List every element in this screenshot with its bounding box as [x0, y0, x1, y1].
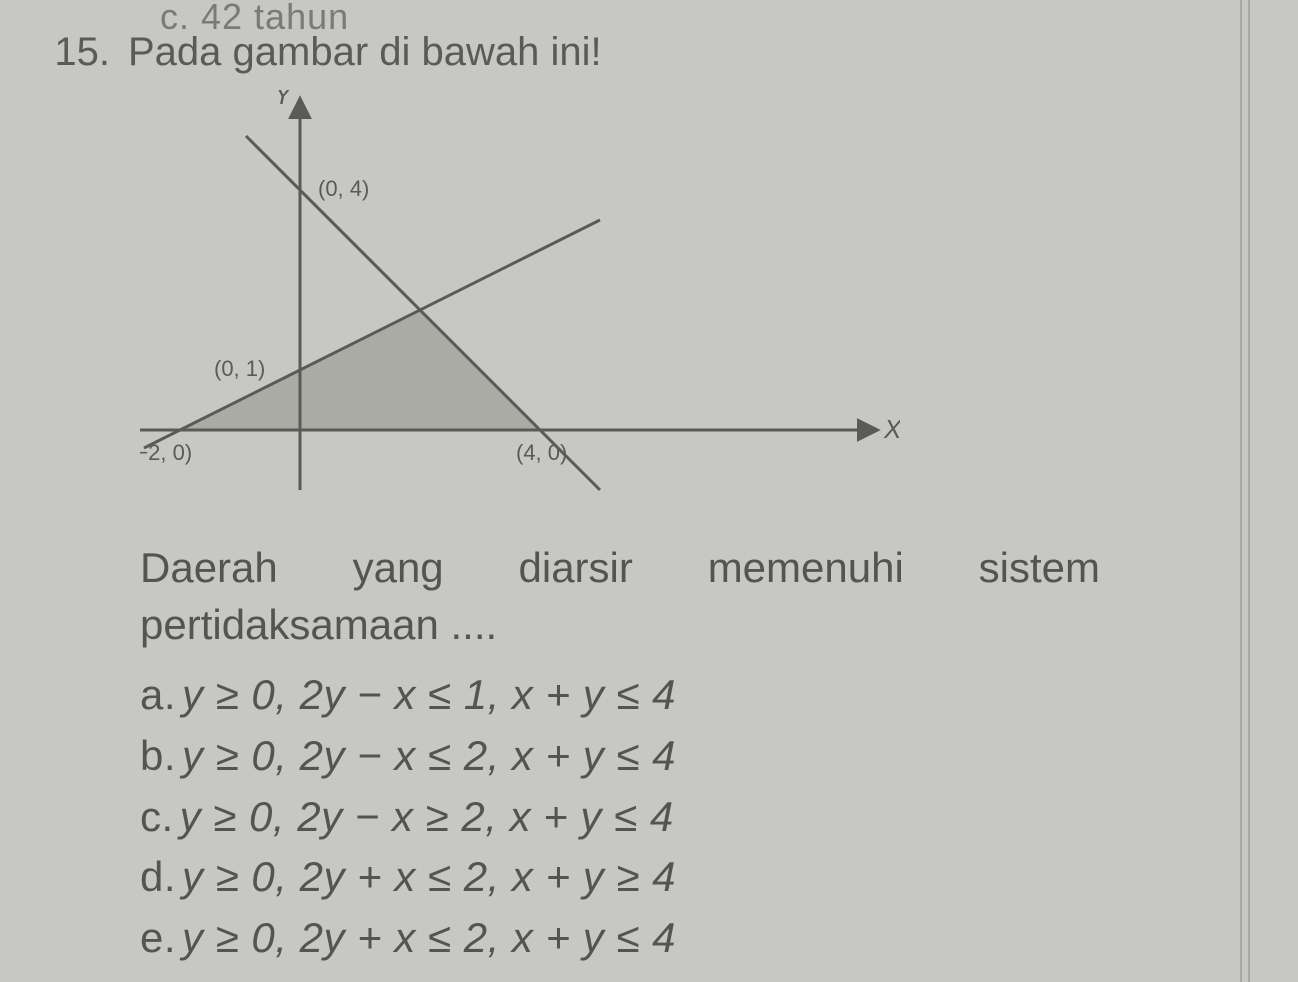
option-expression: y ≥ 0, 2y − x ≥ 2, x + y ≤ 4	[180, 793, 674, 840]
post-line-word: Daerah	[140, 540, 278, 597]
point-label: (0, 4)	[318, 176, 369, 201]
post-line-word: sistem	[979, 540, 1100, 597]
point-label: (0, 1)	[214, 356, 265, 381]
post-line-1: Daerah yang diarsir memenuhi sistem	[140, 540, 1100, 597]
answer-option: a.y ≥ 0, 2y − x ≤ 1, x + y ≤ 4	[140, 667, 1218, 724]
question-text: Pada gambar di bawah ini!	[128, 30, 602, 75]
answer-option: c.y ≥ 0, 2y − x ≥ 2, x + y ≤ 4	[140, 789, 1218, 846]
option-label: e.	[140, 914, 176, 961]
y-axis-label: Y	[274, 90, 293, 110]
option-expression: y ≥ 0, 2y − x ≤ 1, x + y ≤ 4	[182, 671, 676, 718]
answer-option: d.y ≥ 0, 2y + x ≤ 2, x + y ≥ 4	[140, 849, 1218, 906]
option-label: d.	[140, 853, 176, 900]
post-line-word: memenuhi	[708, 540, 904, 597]
post-line-2: pertidaksamaan ....	[140, 597, 1218, 654]
chart-svg: X Y (0, 4) (0, 1) (−2, 0) (4, 0)	[140, 90, 900, 510]
page-margin-rule	[1240, 0, 1250, 982]
option-expression: y ≥ 0, 2y + x ≤ 2, x + y ≤ 4	[182, 914, 676, 961]
option-expression: y ≥ 0, 2y − x ≤ 2, x + y ≤ 4	[182, 732, 676, 779]
point-label: (−2, 0)	[140, 440, 192, 465]
option-expression: y ≥ 0, 2y + x ≤ 2, x + y ≥ 4	[182, 853, 676, 900]
answer-option: e.y ≥ 0, 2y + x ≤ 2, x + y ≤ 4	[140, 910, 1218, 967]
post-question-text: Daerah yang diarsir memenuhi sistem pertidak…	[140, 540, 1218, 971]
question-row: 15. Pada gambar di bawah ini!	[40, 30, 1238, 75]
question-number: 15.	[40, 30, 110, 75]
answer-options: a.y ≥ 0, 2y − x ≤ 1, x + y ≤ 4b.y ≥ 0, 2…	[140, 667, 1218, 966]
option-label: b.	[140, 732, 176, 779]
option-label: c.	[140, 793, 174, 840]
point-label: (4, 0)	[516, 440, 567, 465]
option-label: a.	[140, 671, 176, 718]
post-line-word: diarsir	[519, 540, 633, 597]
x-axis-label: X	[883, 414, 900, 444]
answer-option: b.y ≥ 0, 2y − x ≤ 2, x + y ≤ 4	[140, 728, 1218, 785]
page: c. 42 tahun 15. Pada gambar di bawah ini…	[0, 0, 1298, 982]
inequality-chart: X Y (0, 4) (0, 1) (−2, 0) (4, 0)	[140, 90, 900, 510]
post-line-word: yang	[353, 540, 444, 597]
